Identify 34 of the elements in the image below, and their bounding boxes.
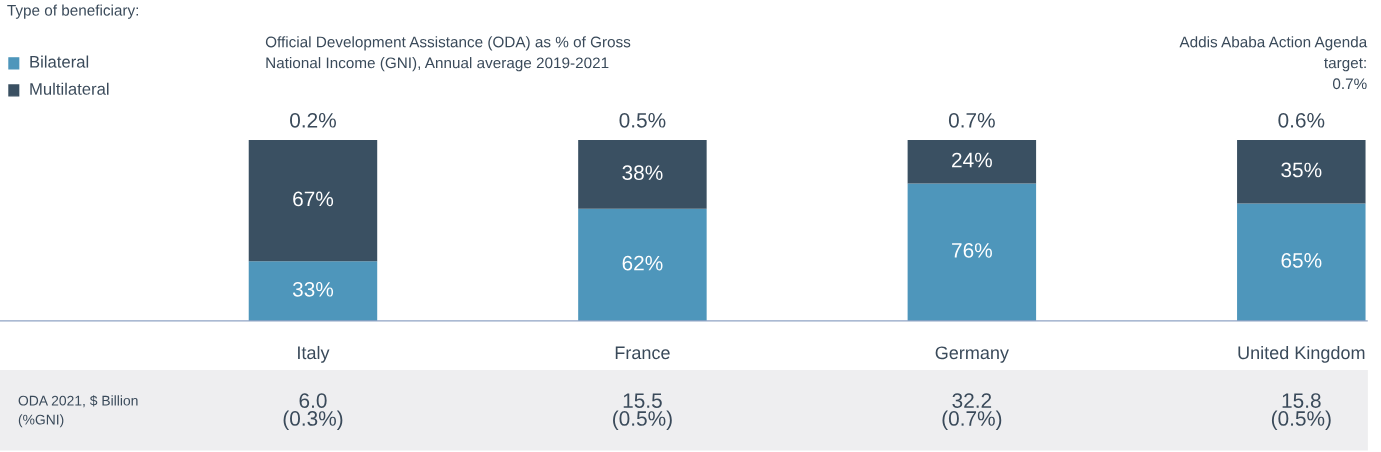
text: 32.2 (0.7%) bbox=[942, 393, 1002, 430]
annotation: 0.5% bbox=[619, 112, 666, 128]
data-label: 35% bbox=[1281, 162, 1322, 178]
text: Addis Ababa Action Agenda target: 0.7% bbox=[1179, 36, 1368, 90]
bar bbox=[578, 140, 707, 209]
data-label: 38% bbox=[622, 165, 663, 181]
data-label: 24% bbox=[952, 152, 992, 168]
text: 15.5 (0.5%) bbox=[613, 393, 672, 430]
text: 6.0 (0.3%) bbox=[283, 393, 343, 430]
x-tick-label: Germany bbox=[935, 346, 1009, 363]
x-tick-label: France bbox=[615, 346, 670, 360]
data-label: 62% bbox=[622, 255, 663, 271]
bar bbox=[248, 140, 378, 262]
chart-subtitle: Official Development Assistance (ODA) as % of Gross National Income (GNI), Annual average 2019-2021 bbox=[265, 36, 631, 72]
data-label: 33% bbox=[292, 281, 334, 297]
text: ODA 2021, $ Billion (%GNI) bbox=[18, 395, 138, 428]
bar bbox=[578, 208, 707, 321]
legend-title: Type of beneficiary: bbox=[7, 4, 138, 19]
bar bbox=[1237, 140, 1366, 204]
x-tick-label: United Kingdom bbox=[1238, 345, 1365, 363]
bar bbox=[907, 140, 1037, 184]
legend-label: Bilateral bbox=[30, 55, 89, 68]
x-tick-label: Italy bbox=[298, 345, 330, 363]
data-label: 67% bbox=[293, 191, 334, 207]
data-label: 76% bbox=[952, 243, 992, 258]
text: 15.8 (0.5%) bbox=[1271, 393, 1331, 430]
annotation: 0.7% bbox=[948, 112, 995, 128]
annotation: 0.6% bbox=[1278, 112, 1325, 128]
bar bbox=[248, 261, 378, 321]
bar bbox=[1237, 203, 1366, 321]
annotation: 0.2% bbox=[290, 112, 336, 128]
legend-label: Multilateral bbox=[30, 82, 109, 95]
bar bbox=[907, 183, 1037, 321]
data-label: 65% bbox=[1281, 253, 1322, 268]
